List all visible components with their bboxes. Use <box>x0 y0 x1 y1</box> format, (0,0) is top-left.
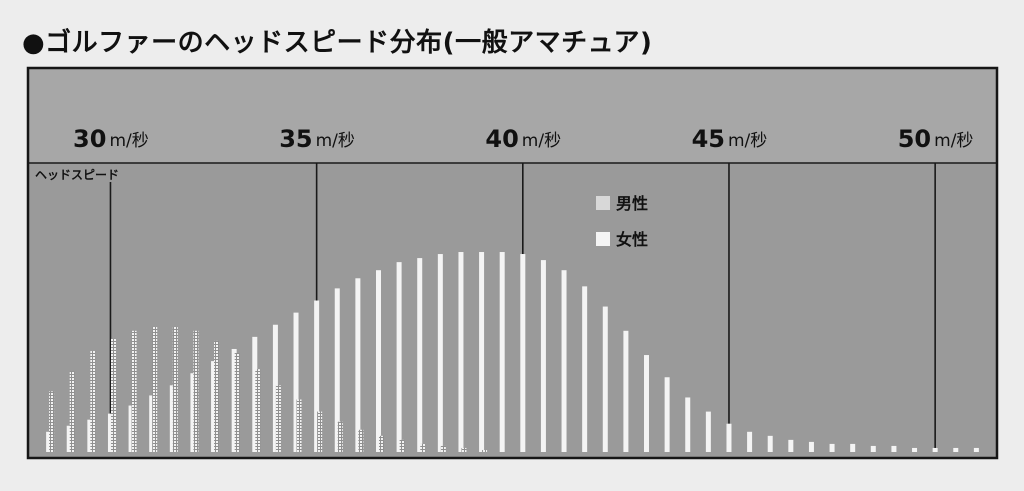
bar-male-29 <box>644 355 650 452</box>
tick-unit-40: m/秒 <box>522 131 561 151</box>
bar-male-10 <box>252 336 258 452</box>
bar-female-16 <box>378 435 384 452</box>
bar-female-9 <box>234 353 240 452</box>
bar-female-10 <box>255 369 261 452</box>
bar-male-21 <box>479 252 485 452</box>
bar-male-19 <box>437 254 443 452</box>
bar-male-41 <box>891 445 897 452</box>
bar-male-15 <box>355 278 361 452</box>
bar-male-30 <box>664 377 670 452</box>
bar-female-3 <box>110 338 116 452</box>
bar-female-7 <box>193 330 199 452</box>
tick-header-band <box>28 68 997 163</box>
tick-label-50: 50 <box>898 125 931 153</box>
bar-male-25 <box>561 270 567 452</box>
bar-male-8 <box>211 361 217 452</box>
bar-male-42 <box>912 447 918 452</box>
bar-male-17 <box>396 262 402 452</box>
bar-male-26 <box>582 286 588 452</box>
bar-male-24 <box>540 260 546 452</box>
bar-male-20 <box>458 252 464 452</box>
bar-female-8 <box>214 340 220 452</box>
bar-male-32 <box>705 411 711 452</box>
bar-female-18 <box>420 443 426 452</box>
bar-female-14 <box>337 421 343 452</box>
bar-female-15 <box>358 429 364 452</box>
bar-male-2 <box>87 419 93 452</box>
bar-female-11 <box>275 385 281 452</box>
bar-male-45 <box>973 447 979 452</box>
bar-male-23 <box>520 254 526 452</box>
legend-swatch-female <box>596 232 610 246</box>
bar-male-11 <box>272 324 278 452</box>
bar-male-3 <box>107 413 113 452</box>
bar-male-14 <box>334 288 340 452</box>
bar-female-5 <box>152 326 158 452</box>
chart-title: ●ゴルファーのヘッドスピード分布(一般アマチュア) <box>22 28 653 58</box>
tick-label-40: 40 <box>485 125 518 153</box>
bar-female-20 <box>461 447 467 452</box>
bar-female-0 <box>49 391 55 452</box>
bar-male-0 <box>46 431 52 452</box>
bar-female-2 <box>90 351 96 452</box>
bar-male-4 <box>128 405 134 452</box>
tick-label-45: 45 <box>692 125 725 153</box>
bar-male-27 <box>602 306 608 452</box>
legend-label-male: 男性 <box>616 194 648 213</box>
bar-male-44 <box>953 447 959 452</box>
bar-male-1 <box>66 425 72 452</box>
bar-male-35 <box>767 435 773 452</box>
bar-male-40 <box>870 445 876 452</box>
bar-male-37 <box>808 441 814 452</box>
bar-male-9 <box>231 348 237 452</box>
bar-female-21 <box>482 449 488 452</box>
tick-unit-45: m/秒 <box>728 131 767 151</box>
bar-male-36 <box>788 439 794 452</box>
tick-label-30: 30 <box>73 125 106 153</box>
tick-unit-50: m/秒 <box>934 131 973 151</box>
bar-female-1 <box>69 371 75 452</box>
tick-label-35: 35 <box>279 125 312 153</box>
legend-label-female: 女性 <box>616 230 648 249</box>
bar-male-5 <box>149 395 155 452</box>
bar-male-16 <box>375 270 381 452</box>
bar-female-4 <box>131 330 137 452</box>
bar-male-18 <box>417 258 423 452</box>
bar-male-13 <box>314 300 320 452</box>
bar-female-13 <box>317 411 323 452</box>
bar-male-22 <box>499 252 505 452</box>
bar-female-17 <box>399 439 405 452</box>
bar-male-28 <box>623 330 629 452</box>
legend-swatch-male <box>596 196 610 210</box>
bar-male-6 <box>169 385 175 452</box>
bar-male-34 <box>747 431 753 452</box>
bar-male-12 <box>293 312 299 452</box>
bar-female-12 <box>296 399 302 452</box>
bar-female-19 <box>440 445 446 452</box>
bar-female-6 <box>172 326 178 452</box>
bar-male-43 <box>932 447 938 452</box>
bar-male-39 <box>850 443 856 452</box>
bar-male-33 <box>726 423 732 452</box>
tick-unit-35: m/秒 <box>316 131 355 151</box>
tick-unit-30: m/秒 <box>109 131 148 151</box>
bar-male-7 <box>190 373 196 452</box>
plot-frame <box>26 66 999 460</box>
bar-male-38 <box>829 443 835 452</box>
bar-male-31 <box>685 397 691 452</box>
x-axis-label: ヘッドスピード <box>35 168 119 182</box>
